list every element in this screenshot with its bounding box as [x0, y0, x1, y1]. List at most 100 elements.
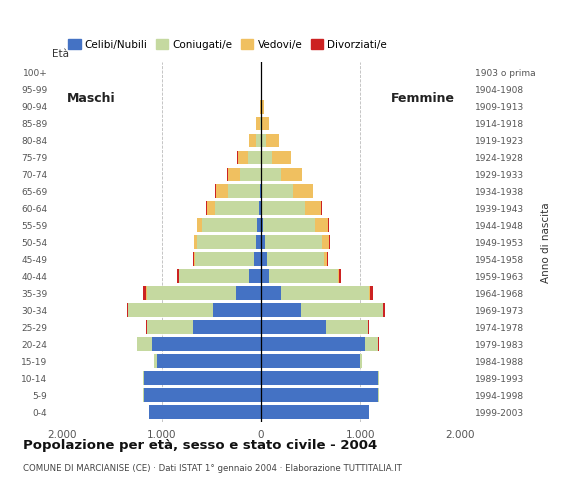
Bar [197, 218, 261, 232]
Bar [259, 99, 261, 113]
Bar [261, 184, 313, 198]
Bar [261, 202, 322, 216]
Bar [261, 151, 291, 165]
Bar [137, 337, 261, 351]
Bar [259, 99, 261, 113]
Bar [261, 168, 302, 181]
Bar [261, 252, 324, 266]
Bar [261, 252, 327, 266]
Bar [261, 117, 269, 131]
Bar [261, 337, 379, 351]
Bar [261, 184, 262, 198]
Bar [261, 287, 281, 300]
Bar [261, 388, 379, 402]
Bar [143, 372, 261, 385]
Bar [256, 117, 261, 131]
Bar [261, 388, 379, 402]
Bar [128, 303, 261, 317]
Bar [194, 235, 261, 250]
Bar [228, 168, 261, 181]
Bar [193, 252, 261, 266]
Bar [261, 372, 379, 385]
Bar [154, 354, 261, 368]
Bar [261, 99, 264, 113]
Bar [215, 184, 261, 198]
Bar [261, 388, 379, 402]
Bar [144, 388, 261, 402]
Bar [143, 388, 261, 402]
Bar [261, 218, 263, 232]
Bar [261, 269, 339, 283]
Bar [261, 388, 378, 402]
Bar [154, 354, 261, 368]
Bar [261, 117, 263, 131]
Bar [261, 405, 369, 419]
Bar [147, 320, 261, 334]
Bar [207, 202, 261, 216]
Bar [257, 218, 261, 232]
Bar [148, 405, 261, 419]
Bar [237, 151, 261, 165]
Bar [261, 287, 370, 300]
Bar [136, 337, 261, 351]
Bar [261, 337, 365, 351]
Bar [261, 287, 369, 300]
Bar [227, 168, 261, 181]
Bar [261, 168, 302, 181]
Bar [261, 354, 362, 368]
Bar [261, 133, 279, 147]
Bar [151, 337, 261, 351]
Bar [179, 269, 261, 283]
Bar [261, 405, 369, 419]
Bar [261, 320, 368, 334]
Bar [261, 133, 266, 147]
Bar [261, 218, 315, 232]
Bar [261, 202, 263, 216]
Bar [144, 372, 261, 385]
Bar [261, 372, 379, 385]
Bar [126, 303, 261, 317]
Bar [261, 269, 338, 283]
Bar [261, 354, 362, 368]
Bar [249, 269, 261, 283]
Bar [261, 405, 369, 419]
Bar [261, 303, 383, 317]
Bar [256, 235, 261, 250]
Bar [147, 287, 261, 300]
Bar [147, 287, 261, 300]
Bar [215, 202, 261, 216]
Bar [179, 269, 261, 283]
Bar [261, 133, 279, 147]
Bar [213, 303, 261, 317]
Bar [143, 388, 261, 402]
Text: Femmine: Femmine [391, 92, 455, 105]
Bar [197, 235, 261, 250]
Bar [143, 372, 261, 385]
Bar [261, 269, 341, 283]
Bar [261, 287, 373, 300]
Bar [148, 405, 261, 419]
Legend: Celibi/Nubili, Coniugati/e, Vedovi/e, Divorziati/e: Celibi/Nubili, Coniugati/e, Vedovi/e, Di… [64, 35, 392, 54]
Bar [261, 235, 265, 250]
Y-axis label: Anno di nascita: Anno di nascita [541, 202, 551, 283]
Bar [261, 117, 269, 131]
Bar [261, 320, 325, 334]
Text: Popolazione per età, sesso e stato civile - 2004: Popolazione per età, sesso e stato civil… [23, 439, 378, 452]
Bar [259, 117, 261, 131]
Bar [249, 133, 261, 147]
Bar [249, 133, 261, 147]
Bar [261, 303, 301, 317]
Bar [256, 117, 261, 131]
Bar [261, 252, 267, 266]
Bar [128, 303, 261, 317]
Bar [202, 218, 261, 232]
Bar [148, 405, 261, 419]
Bar [260, 184, 261, 198]
Bar [261, 235, 330, 250]
Bar [194, 252, 261, 266]
Bar [143, 287, 261, 300]
Bar [143, 388, 261, 402]
Bar [261, 168, 281, 181]
Bar [261, 354, 360, 368]
Bar [261, 320, 369, 334]
